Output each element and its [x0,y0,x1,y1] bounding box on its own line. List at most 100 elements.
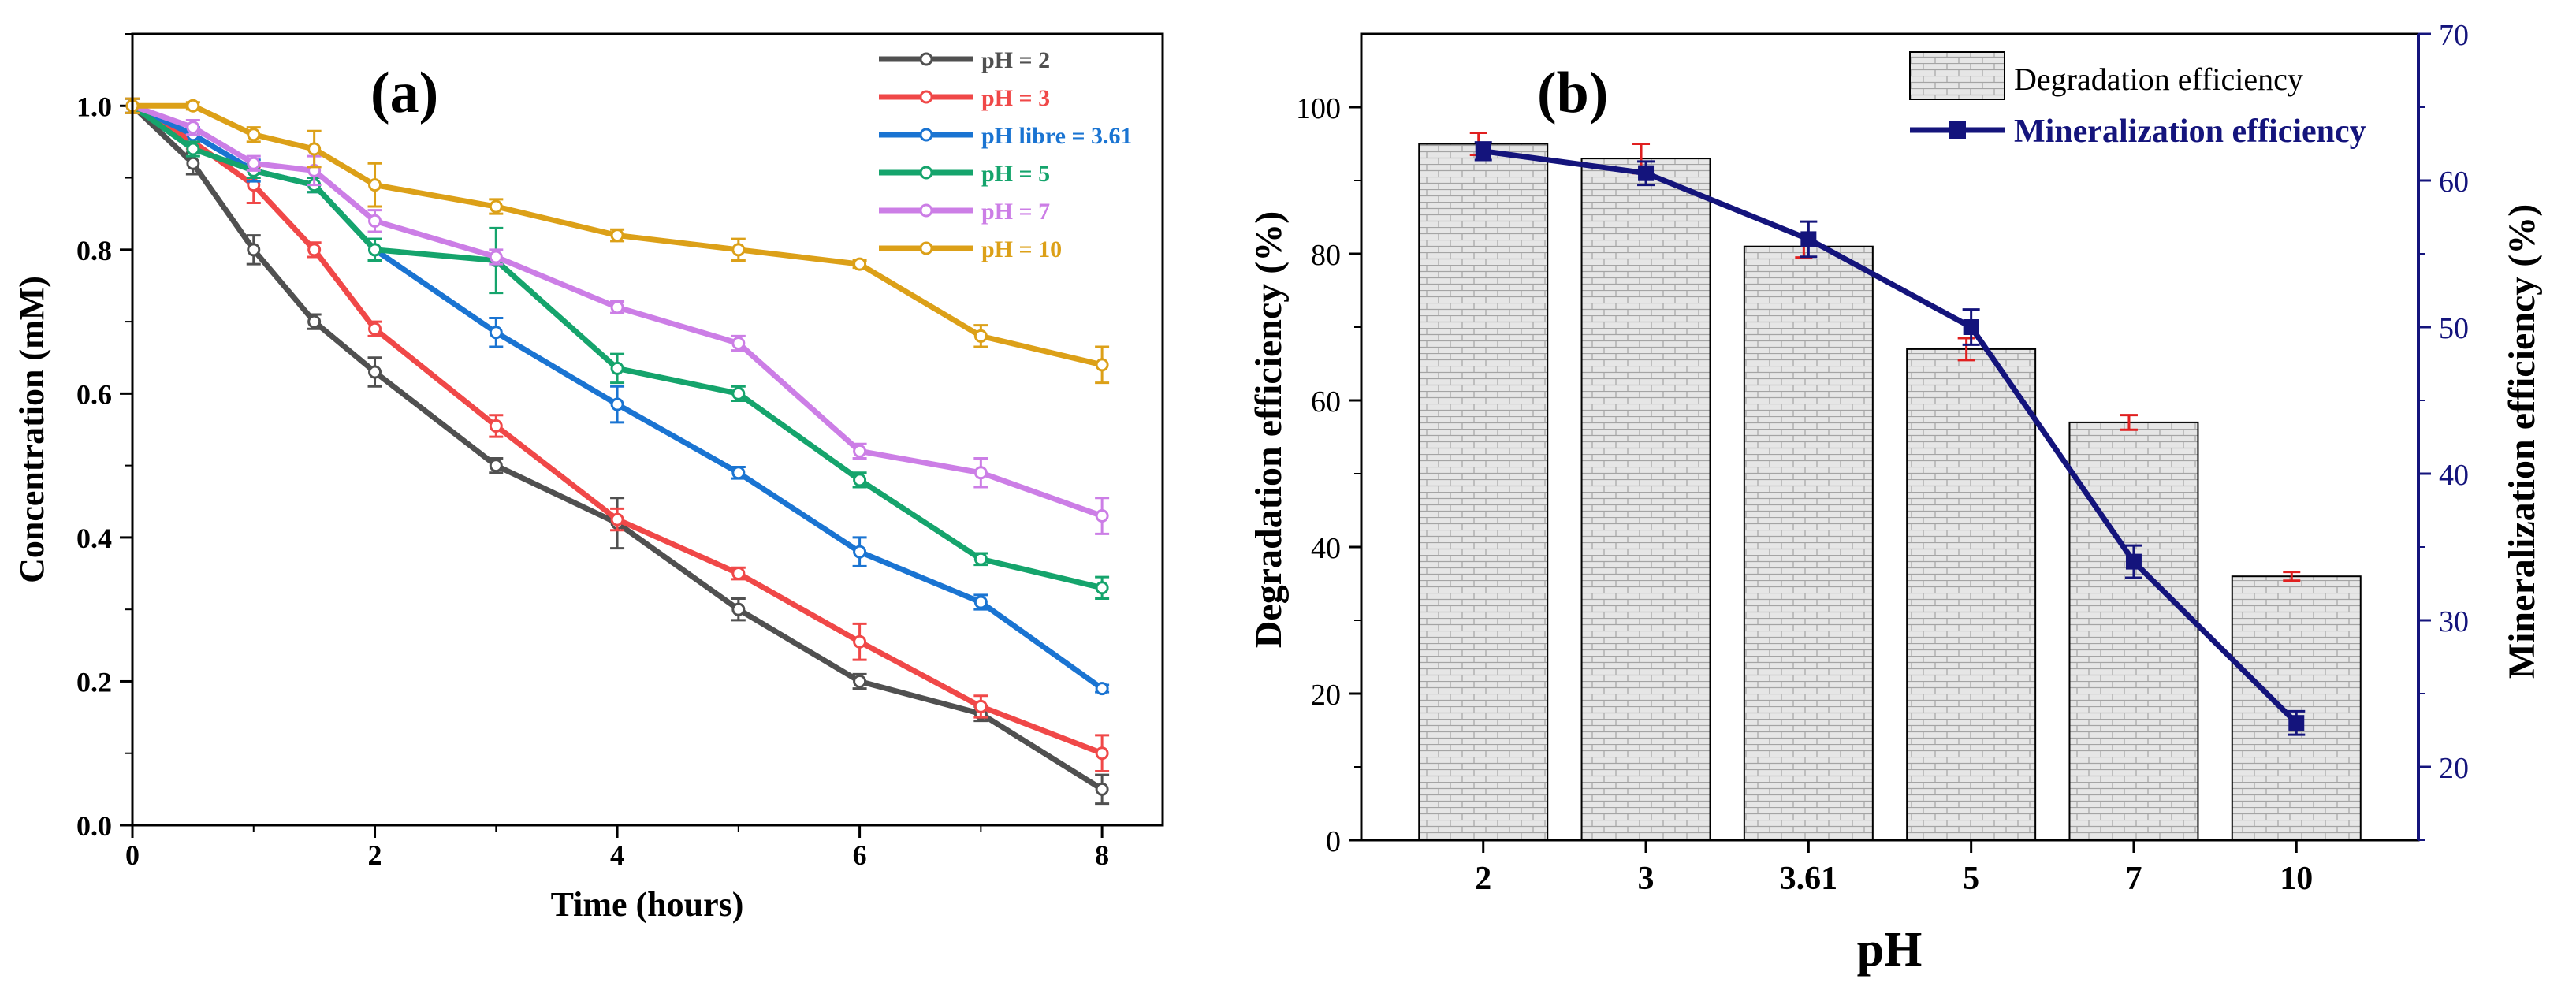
legend-label: pH = 5 [981,161,1050,187]
data-point [368,214,382,228]
series-line [131,103,1104,756]
data-point [1095,746,1109,761]
data-point [489,326,503,340]
data-point [610,300,624,314]
mineralization-point [2125,553,2142,570]
x-tick-label: 2 [1475,861,1491,897]
degradation-bar [1418,143,1549,841]
data-point [186,156,200,170]
data-point [853,257,867,271]
data-point [973,699,988,713]
y-tick-label: 0.2 [76,666,112,698]
left-y-tick-label: 80 [1311,239,1341,272]
data-point [731,243,746,257]
legend-label: pH = 10 [981,236,1062,262]
panel-a-y-axis-label: Concentration (mM) [13,276,51,583]
data-point [973,595,988,609]
panel-a-label: (a) [370,61,438,125]
mineralization-line [1483,148,2299,725]
degradation-bar [2068,421,2199,841]
panel-a-x-axis-label: Time (hours) [551,885,744,924]
data-point [853,674,867,688]
left-y-tick-label: 20 [1311,679,1341,712]
y-tick-label: 1.0 [76,91,112,122]
panel-b-x-axis-label: pH [1857,923,1923,977]
data-point [489,199,503,214]
data-point [731,466,746,480]
data-point [973,552,988,566]
mineralization-point [1638,165,1655,181]
panel-b-left-y-axis-label: Degradation efficiency (%) [1248,211,1290,649]
data-point [731,386,746,400]
legend-marker-mineralization [1949,121,1966,139]
legend-label-degradation: Degradation efficiency [2014,61,2303,97]
panel-b-label: (b) [1537,61,1608,125]
panel-a-series-group [125,97,1110,806]
legend-marker [919,52,933,66]
data-point [307,142,322,156]
legend-marker [919,90,933,104]
data-point [1095,509,1109,523]
right-y-tick-label: 70 [2439,19,2469,52]
legend-marker [919,241,933,255]
data-point [853,444,867,458]
data-point [731,567,746,581]
legend-marker [919,128,933,142]
data-point [247,156,261,170]
data-point [853,545,867,559]
data-point [1095,358,1109,372]
legend-swatch-degradation [1909,51,2005,100]
panel-a-axes-frame [131,32,1164,827]
left-y-tick-label: 0 [1326,825,1341,858]
legend-label: pH = 7 [981,199,1050,225]
data-point [186,121,200,135]
panel-a-axis-ticks [120,33,1104,838]
panel-b-right-y-axis-label: Mineralization efficiency (%) [2501,204,2543,679]
x-tick-label: 0 [125,839,140,871]
data-point [1095,581,1109,595]
right-y-tick-label: 20 [2439,752,2469,785]
series-ph7 [125,97,1110,535]
right-y-tick-label: 50 [2439,312,2469,345]
panel-b-axis-ticks: 0 20 40 60 80 100 20 30 40 50 60 70 2 3 3.61 5 7 10 [1296,19,2469,897]
panel-b-bars [1418,132,2362,842]
data-point [368,322,382,336]
x-tick-label: 3.61 [1780,861,1838,897]
panel-b-bar-line-chart: 0 20 40 60 80 100 20 30 40 50 60 70 2 3 3.61 5 7 10 (b) p… [1248,19,2543,977]
y-tick-label: 0.6 [76,378,112,410]
degradation-bar [1580,158,1711,842]
series-phlibre [125,97,1110,696]
legend-label: pH libre = 3.61 [981,123,1133,149]
data-point [610,361,624,375]
panel-a-legend: pH = 2 pH = 3 pH libre = 3.61 pH = 5 pH = 7 p… [879,47,1133,262]
legend-marker [919,166,933,180]
data-point [973,329,988,343]
data-point [610,512,624,526]
panel-a-tick-labels: 0 2 4 6 8 0.0 0.2 0.4 0.6 0.8 1.0 [76,91,1109,871]
x-tick-label: 6 [853,839,867,871]
legend-label: pH = 3 [981,85,1050,111]
panel-b-mineralization-line [1474,141,2306,736]
data-point [247,128,261,142]
data-point [1095,682,1109,696]
data-point [489,419,503,433]
data-point [186,99,200,113]
panel-b-legend: Degradation efficiency Mineralization ef… [1909,51,2366,150]
degradation-bar [2231,575,2362,841]
x-tick-label: 7 [2125,861,2142,897]
data-point [1095,782,1109,796]
x-tick-label: 4 [610,839,624,871]
panel-a-line-chart: 0 2 4 6 8 0.0 0.2 0.4 0.6 0.8 1.0 (a) Time (hours)… [13,32,1164,924]
y-tick-label: 0.0 [76,810,112,842]
mineralization-point [1800,231,1817,247]
degradation-bar [1906,348,2037,841]
data-point [307,314,322,329]
mineralization-point [1475,143,1491,159]
x-tick-label: 2 [368,839,382,871]
data-point [731,602,746,616]
data-point [973,466,988,480]
data-point [610,229,624,243]
left-y-tick-label: 60 [1311,385,1341,419]
right-y-tick-label: 30 [2439,605,2469,638]
